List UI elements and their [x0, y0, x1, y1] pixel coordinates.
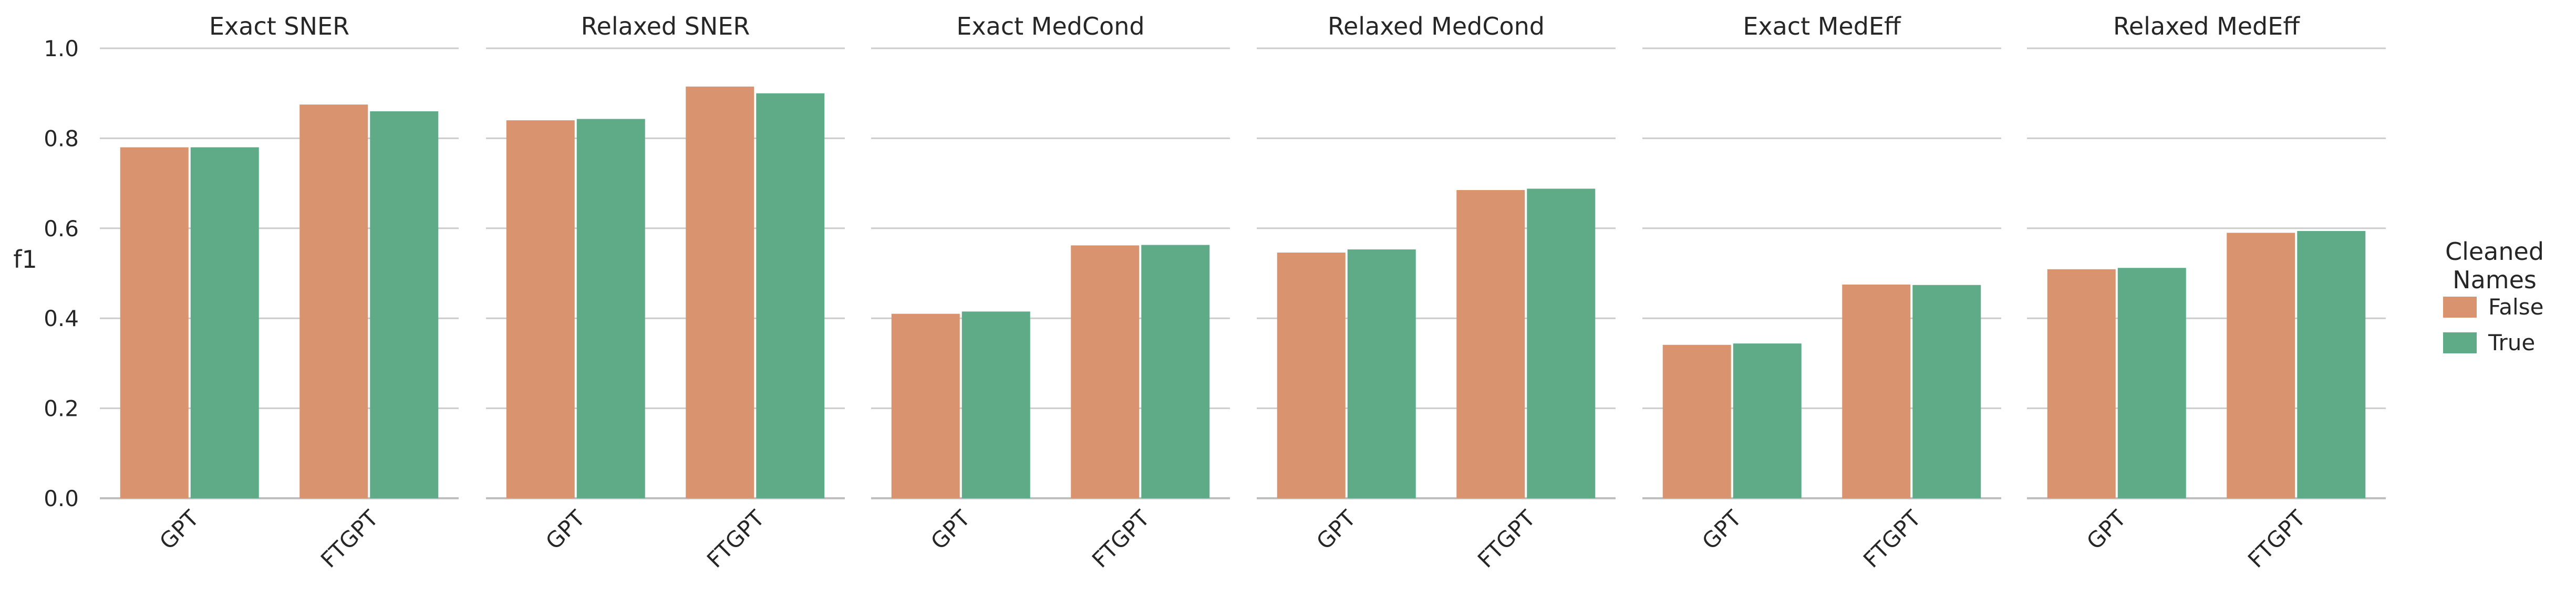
bar-false — [120, 147, 189, 498]
bar-false — [299, 104, 368, 498]
bar-true — [756, 93, 825, 498]
bar-true — [1912, 285, 1981, 498]
bar-false — [1842, 284, 1911, 498]
x-tick-label: GPT — [1311, 505, 1361, 554]
legend-swatch-true — [2443, 332, 2477, 353]
bar-false — [1277, 253, 1346, 498]
y-tick-label: 0.8 — [44, 125, 79, 151]
y-tick-label: 1.0 — [44, 36, 79, 61]
legend-title: Cleaned — [2445, 237, 2544, 266]
x-tick-label: GPT — [541, 505, 590, 554]
x-tick-label: FTGPT — [1473, 505, 1540, 573]
x-tick-label: FTGPT — [1087, 505, 1155, 573]
y-axis-label: f1 — [13, 245, 37, 274]
bar-false — [1662, 344, 1731, 498]
bar-true — [961, 311, 1030, 498]
bar-false — [506, 120, 575, 498]
bar-true — [370, 111, 439, 499]
bar-false — [1456, 190, 1525, 499]
x-tick-label: GPT — [1697, 505, 1746, 554]
bar-true — [2117, 268, 2186, 498]
bar-true — [2297, 230, 2366, 498]
panel-title: Exact MedCond — [956, 12, 1144, 40]
panel-title: Relaxed MedEff — [2113, 12, 2300, 40]
bar-true — [1141, 245, 1210, 498]
panel-title: Relaxed SNER — [581, 12, 750, 40]
panel-title: Relaxed MedCond — [1328, 12, 1545, 40]
x-tick-label: FTGPT — [702, 505, 770, 573]
bar-false — [891, 313, 960, 498]
y-tick-label: 0.0 — [44, 486, 79, 511]
x-tick-label: GPT — [2082, 505, 2131, 554]
bar-false — [1071, 245, 1140, 498]
bar-true — [1733, 343, 1802, 498]
x-tick-label: FTGPT — [316, 505, 384, 573]
legend-title: Names — [2453, 266, 2537, 294]
panel-title: Exact SNER — [209, 12, 349, 40]
x-tick-label: GPT — [926, 505, 975, 554]
bar-true — [1347, 249, 1416, 498]
bar-false — [686, 86, 754, 499]
legend-label-false: False — [2488, 294, 2543, 320]
x-tick-label: GPT — [154, 505, 204, 554]
bar-true — [1527, 188, 1596, 498]
legend-label-true: True — [2488, 330, 2535, 355]
y-tick-label: 0.6 — [44, 216, 79, 242]
y-tick-label: 0.2 — [44, 396, 79, 422]
legend-swatch-false — [2443, 297, 2477, 318]
x-tick-label: FTGPT — [1858, 505, 1926, 573]
bar-false — [2047, 269, 2116, 498]
bar-true — [190, 147, 259, 498]
x-tick-label: FTGPT — [2243, 505, 2311, 573]
panel-title: Exact MedEff — [1743, 12, 1901, 40]
bar-false — [2227, 233, 2295, 498]
bar-true — [576, 119, 645, 498]
y-tick-label: 0.4 — [44, 306, 79, 331]
